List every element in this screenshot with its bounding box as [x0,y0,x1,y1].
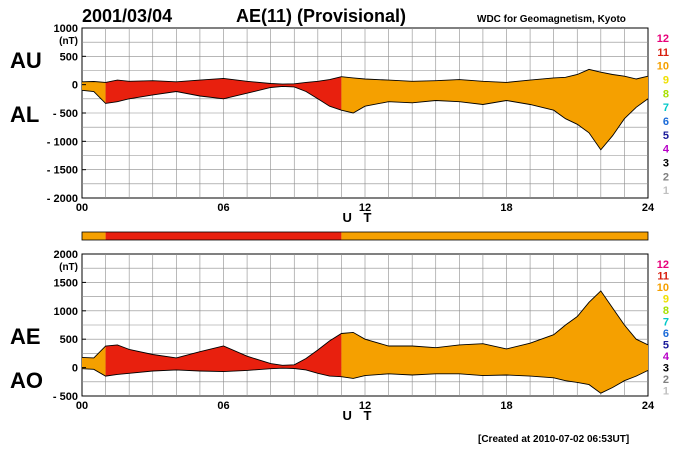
panel1-station-scale-label: 6 [663,116,669,128]
panel2-station-scale-label: 12 [657,259,669,271]
panel1-station-scale-label: 2 [663,171,669,183]
panel1-station-scale-label: 7 [663,102,669,114]
panel1-station-scale-label: 4 [663,144,670,156]
panel1-lower-label: AL [10,102,39,127]
station-count-bar-frame [81,231,649,241]
panel1-station-scale-label: 9 [663,75,669,87]
panel1-x-tick-label: 00 [76,202,88,214]
panel1-y-tick-label: 0 [72,80,78,92]
panel2-area-fill-segment [341,290,648,394]
panel1-upper-label: AU [10,48,42,73]
panel1-area-fill-segment [82,81,106,104]
panel2-station-scale-label: 1 [663,386,669,398]
panel1-x-axis-label: U T [343,210,376,225]
panel1-station-scale-label: 12 [657,33,669,45]
station-count-bar-segment [341,232,648,240]
date-label: 2001/03/04 [82,6,172,26]
panel2-upper-label: AE [10,324,41,349]
panel2-station-scale-label: 9 [663,294,669,306]
panel2-station-scale-label: 8 [663,305,669,317]
panel2-y-tick-label: 500 [60,334,78,346]
panel2-station-scale-label: 11 [657,271,669,283]
panel2-station-scale-label: 2 [663,374,669,386]
panel1-station-scale-label: 11 [657,47,669,59]
panel1-y-tick-label: 500 [60,51,78,63]
panel2-station-scale-label: 4 [663,351,670,363]
panel1-y-tick-label: 1000 [54,23,78,35]
panel2-y-tick-label: - 500 [53,391,78,403]
panel2-y-tick-label: 0 [72,363,78,375]
panel2-y-tick-label: 2000 [54,249,78,261]
panel2-x-tick-label: 18 [500,400,512,412]
panel2-line-ao [81,367,649,394]
panel1-y-tick-label: - 1500 [47,165,78,177]
panel1-station-scale-label: 8 [663,88,669,100]
panel1-line-au [81,68,649,85]
panel1-y-tick-label: - 2000 [47,193,78,205]
chart-title: AE(11) (Provisional) [236,6,406,26]
panel1-x-tick-label: 06 [217,202,229,214]
panel1-area-fill-segment [341,69,648,150]
panel1-station-scale-label: 5 [663,130,669,142]
panel2-station-scale-label: 3 [663,363,669,375]
panel1-station-scale-label: 10 [657,61,669,73]
panel2-unit-label: (nT) [59,262,78,273]
panel1-station-scale-label: 1 [663,185,669,197]
station-count-bar-segment [105,232,342,240]
panel1-line-al [81,85,649,151]
created-timestamp: [Created at 2010-07-02 06:53UT] [478,434,629,445]
panel2-line-ae [81,290,649,366]
panel1-x-tick-label: 18 [500,202,512,214]
panel2-station-scale-label: 10 [657,282,669,294]
panel1-station-scale-label: 3 [663,158,669,170]
panel2-station-scale-label: 7 [663,317,669,329]
panel1-x-tick-label: 24 [642,202,655,214]
panel1-unit-label: (nT) [59,36,78,47]
panel2-x-tick-label: 06 [217,400,229,412]
panel1-y-tick-label: - 1000 [47,136,78,148]
panel2-y-tick-label: 1500 [54,277,78,289]
panel2-x-axis-label: U T [343,408,376,423]
station-count-bar-segment [82,232,106,240]
panel2-station-scale-label: 5 [663,340,669,352]
panel2-x-tick-label: 24 [642,400,655,412]
panel2-x-tick-label: 12 [359,400,371,412]
panel2-x-tick-label: 00 [76,400,88,412]
panel2-lower-label: AO [10,368,43,393]
panel2-area-fill-segment [105,333,342,377]
panel2-station-scale-label: 6 [663,328,669,340]
source-label: WDC for Geomagnetism, Kyoto [477,14,626,25]
panel1-y-tick-label: - 500 [53,108,78,120]
panel2-y-tick-label: 1000 [54,306,78,318]
panel1-x-tick-label: 12 [359,202,371,214]
panel1-area-fill-segment [105,76,342,111]
